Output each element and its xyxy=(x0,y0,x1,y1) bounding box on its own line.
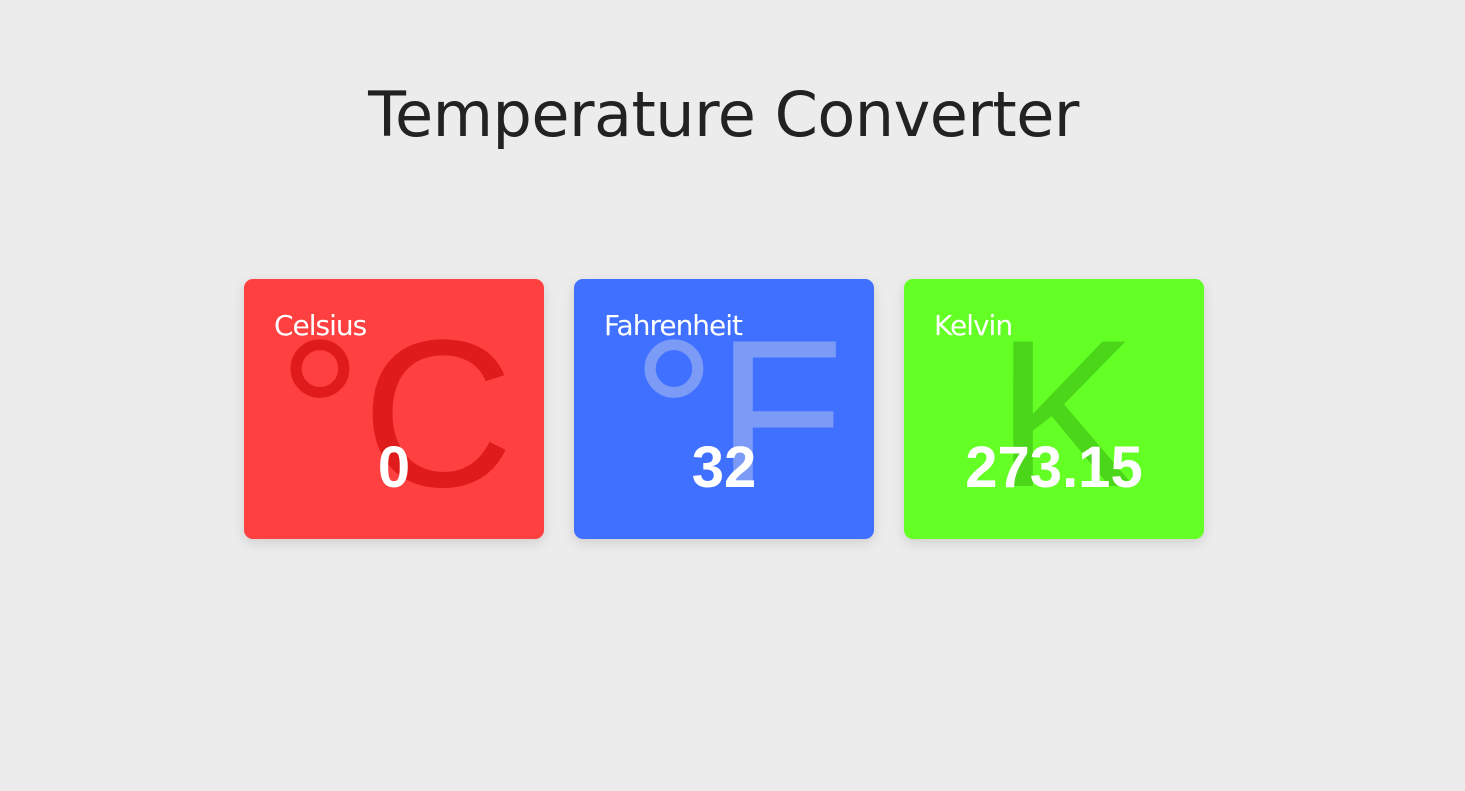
kelvin-input[interactable] xyxy=(904,434,1204,501)
fahrenheit-card: °F Fahrenheit xyxy=(574,279,874,539)
celsius-label: Celsius xyxy=(274,309,367,342)
celsius-card: °C Celsius xyxy=(244,279,544,539)
kelvin-label: Kelvin xyxy=(934,309,1013,342)
kelvin-card: K Kelvin xyxy=(904,279,1204,539)
page-title: Temperature Converter xyxy=(368,78,1079,151)
fahrenheit-label: Fahrenheit xyxy=(604,309,743,342)
fahrenheit-input[interactable] xyxy=(574,434,874,501)
celsius-input[interactable] xyxy=(244,434,544,501)
